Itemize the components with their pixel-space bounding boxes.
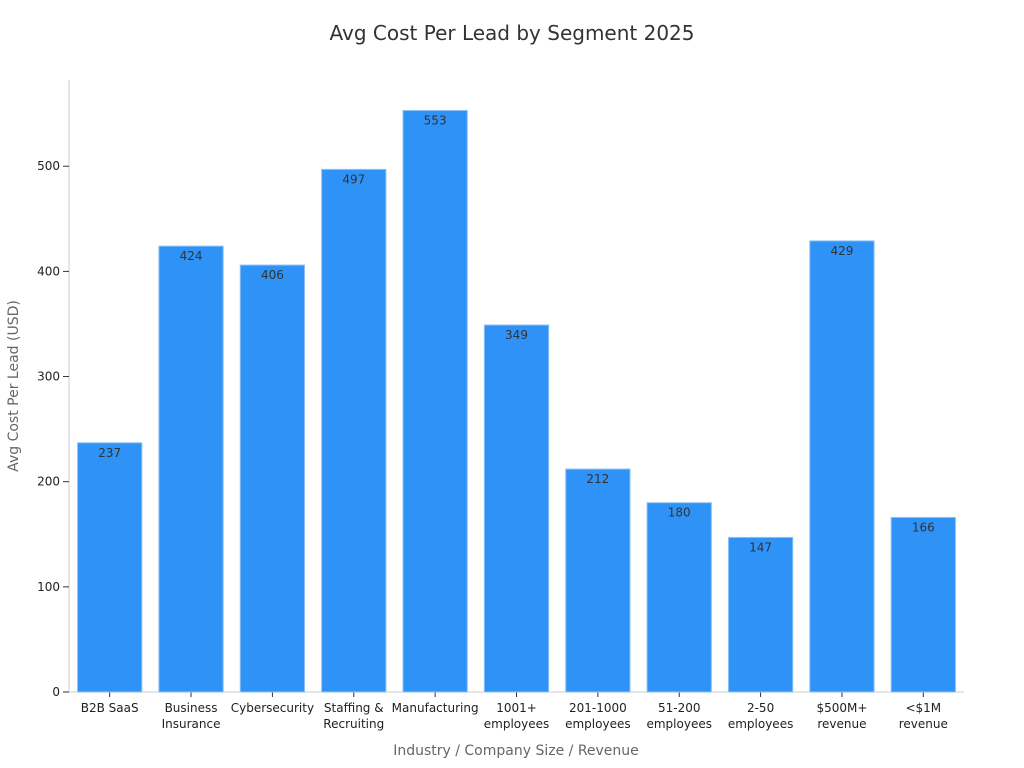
x-tick-label-line: Cybersecurity [231, 701, 314, 715]
x-tick-label-line: Manufacturing [392, 701, 479, 715]
x-tick-label: $500M+ revenue [816, 701, 867, 731]
bar [565, 468, 631, 693]
y-tick-label: 200 [37, 475, 60, 489]
data-label: 424 [180, 249, 203, 263]
bar [77, 442, 143, 693]
data-label: 212 [586, 472, 609, 486]
data-label: 180 [668, 506, 691, 520]
x-tick-label-line: employees [646, 717, 711, 731]
x-tick-label: Manufacturing [392, 701, 479, 715]
x-tick-label-line: revenue [817, 717, 866, 731]
y-tick-label: 500 [37, 159, 60, 173]
data-label: 166 [912, 520, 935, 534]
y-tick-label: 300 [37, 370, 60, 384]
data-label: 349 [505, 328, 528, 342]
x-tick-label-line: Staffing & [324, 701, 384, 715]
x-axis-label: Industry / Company Size / Revenue [393, 743, 639, 759]
x-tick-label: Cybersecurity [231, 701, 314, 715]
x-tick-label-line: employees [728, 717, 793, 731]
data-label: 429 [831, 244, 854, 258]
data-label: 237 [98, 446, 121, 460]
data-label: 497 [342, 172, 365, 186]
bar [809, 240, 875, 693]
x-tick-label-line: 51-200 [658, 701, 701, 715]
y-tick-label: 0 [52, 685, 60, 699]
bar [727, 536, 794, 693]
data-label: 147 [749, 540, 772, 554]
x-tick-label-line: 1001+ [496, 701, 537, 715]
x-tick-label: Business Insurance [162, 701, 221, 731]
x-tick-label-line: $500M+ [816, 701, 867, 715]
x-tick-label: 201-1000 employees [565, 701, 630, 731]
bar [321, 168, 387, 693]
x-tick-label-line: <$1M [905, 701, 941, 715]
y-tick-label: 100 [37, 580, 60, 594]
x-tick-label: <$1M revenue [899, 701, 948, 731]
y-axis: 0 100 200 300 400 500 [37, 80, 70, 699]
x-tick-label-line: employees [565, 717, 630, 731]
x-tick-label: B2B SaaS [81, 701, 139, 715]
bars: 237 424 406 497 553 349 212 180 147 429 166 [77, 109, 956, 693]
x-tick-label: 1001+ employees [484, 701, 549, 731]
y-tick-label: 400 [37, 264, 60, 278]
x-tick-label: 2-50 employees [728, 701, 793, 731]
bar [483, 324, 550, 693]
bar [158, 245, 224, 693]
x-tick-label: 51-200 employees [646, 701, 711, 731]
x-tick-label: Staffing & Recruiting [323, 701, 384, 731]
bar [890, 516, 956, 693]
x-tick-label-line: Recruiting [323, 717, 384, 731]
data-label: 406 [261, 268, 284, 282]
x-tick-label-line: employees [484, 717, 549, 731]
y-axis-label: Avg Cost Per Lead (USD) [6, 300, 22, 472]
x-tick-label-line: Insurance [162, 717, 221, 731]
x-tick-label-line: Business [165, 701, 218, 715]
bar [402, 109, 468, 693]
bar [646, 502, 712, 693]
x-tick-label-line: 2-50 [747, 701, 774, 715]
x-tick-label-line: revenue [899, 717, 948, 731]
chart-title: Avg Cost Per Lead by Segment 2025 [330, 21, 695, 45]
x-tick-label-line: B2B SaaS [81, 701, 139, 715]
x-axis: B2B SaaS Business Insurance Cybersecurity St… [69, 691, 964, 731]
data-label: 553 [424, 113, 447, 127]
x-tick-label-line: 201-1000 [569, 701, 627, 715]
bar [239, 264, 306, 693]
